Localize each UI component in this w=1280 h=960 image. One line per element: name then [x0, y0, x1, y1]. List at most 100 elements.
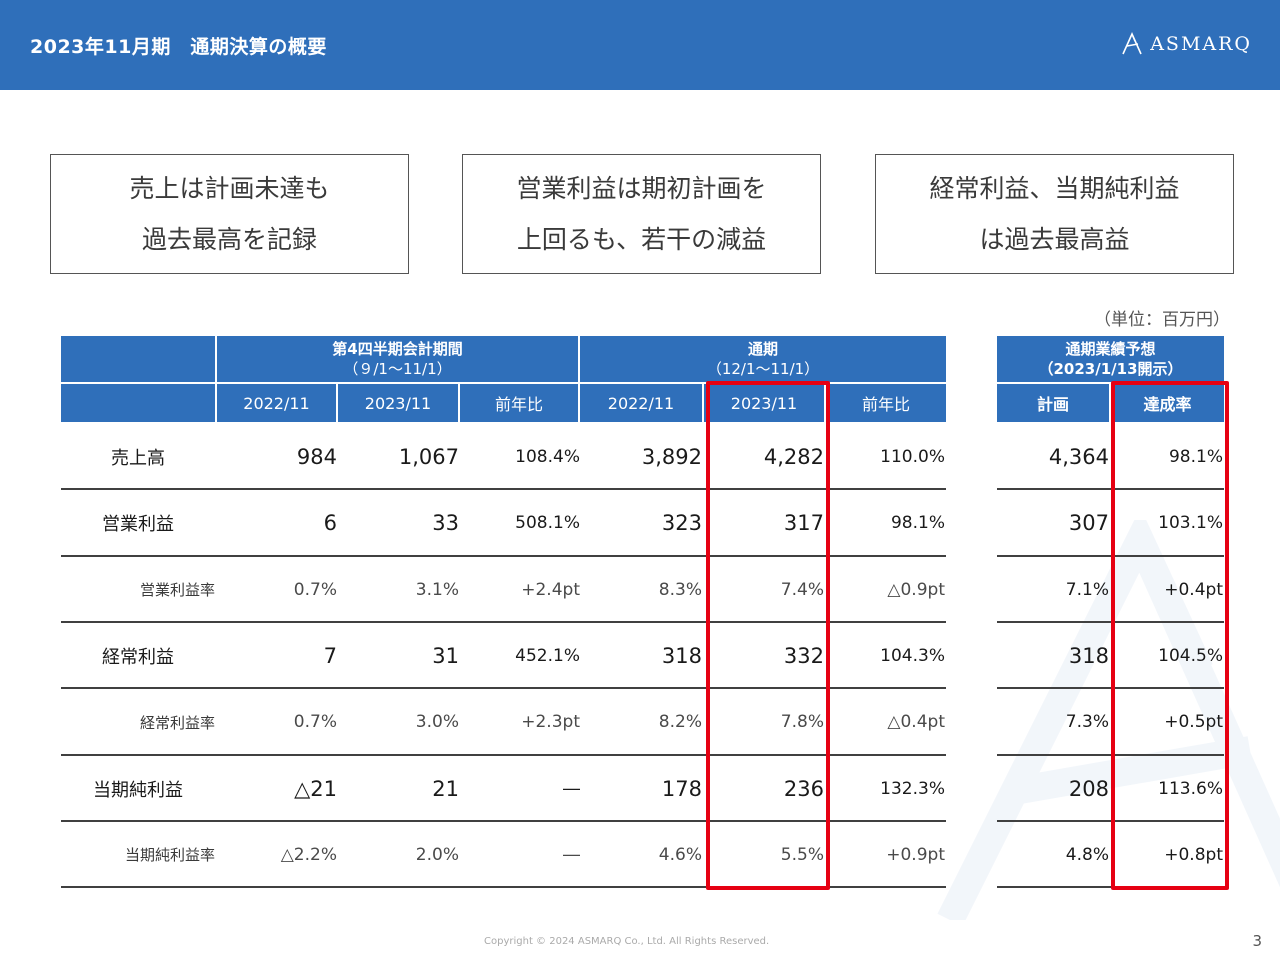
- row-divider: [61, 819, 946, 822]
- table-cell: 108.4%: [515, 447, 580, 467]
- forecast-rate-cell: 113.6%: [1158, 778, 1223, 799]
- row-divider: [61, 886, 946, 889]
- row-divider: [61, 620, 946, 623]
- company-logo: ASMARQ: [1120, 32, 1252, 56]
- table-row: 営業利益 6 33 508.1% 323 317 98.1% 307 103.1%: [0, 490, 1280, 556]
- table-row: 売上高 984 1,067 108.4% 3,892 4,282 110.0% 4,364 98…: [0, 424, 1280, 490]
- table-cell: +2.4pt: [521, 579, 580, 600]
- table-cell: 6: [323, 511, 337, 536]
- row-divider: [997, 753, 1224, 756]
- callout-line: 経常利益、当期純利益: [929, 174, 1180, 203]
- table-cell: 323: [661, 511, 702, 536]
- callout-line: 売上は計画未達も: [129, 174, 330, 203]
- header-bar: 2023年11月期 通期決算の概要 ASMARQ: [0, 0, 1280, 90]
- header-text: （９/1〜11/1）: [343, 360, 452, 378]
- table-cell: 317: [783, 511, 824, 536]
- row-divider: [997, 554, 1224, 557]
- highlight-box-achievement: [1111, 381, 1229, 890]
- header-text: 通期: [747, 340, 778, 358]
- logo-mark-icon: [1122, 32, 1142, 55]
- table-cell: △0.4pt: [887, 712, 945, 733]
- table-cell: 8.2%: [658, 712, 702, 733]
- table-cell: 21: [432, 776, 459, 801]
- table-cell: 332: [783, 643, 824, 668]
- header-forecast: 通期業績予想 （2023/1/13開示）: [997, 336, 1224, 382]
- callout-line: 過去最高を記録: [141, 225, 317, 254]
- forecast-rate-cell: 104.5%: [1158, 645, 1223, 666]
- table-cell: +0.9pt: [886, 844, 945, 865]
- table-cell: +2.3pt: [521, 712, 580, 733]
- table-cell: 1,067: [398, 445, 459, 469]
- row-label: 営業利益: [102, 514, 174, 536]
- table-cell: △21: [294, 776, 337, 801]
- table-cell: 4.6%: [658, 844, 702, 865]
- table-cell: 178: [661, 776, 702, 801]
- header-q4-period: 第4四半期会計期間 （９/1〜11/1）: [217, 336, 578, 382]
- forecast-plan-cell: 7.3%: [1065, 712, 1109, 733]
- table-cell: 110.0%: [880, 447, 945, 467]
- row-divider: [61, 753, 946, 756]
- row-divider: [997, 819, 1224, 822]
- table-cell: 4,282: [763, 445, 824, 469]
- table-cell: 7: [323, 643, 337, 668]
- forecast-plan-cell: 208: [1068, 776, 1109, 801]
- col-header: 前年比: [460, 384, 578, 422]
- row-label: 経常利益: [102, 646, 174, 668]
- forecast-rate-cell: +0.4pt: [1164, 579, 1223, 600]
- callout-line: は過去最高益: [979, 225, 1130, 254]
- callout-line: 営業利益は期初計画を: [516, 174, 767, 203]
- table-cell: 508.1%: [515, 513, 580, 534]
- col-header: 達成率: [1111, 384, 1224, 422]
- forecast-rate-cell: 103.1%: [1158, 513, 1223, 534]
- header-text: （2023/1/13開示）: [1038, 360, 1183, 378]
- row-divider: [997, 620, 1224, 623]
- callout-operating-profit: 営業利益は期初計画を 上回るも、若干の減益: [462, 154, 821, 274]
- forecast-plan-cell: 318: [1068, 643, 1109, 668]
- table-cell: 0.7%: [293, 579, 337, 600]
- table-cell: 236: [783, 776, 824, 801]
- table-cell: 7.4%: [780, 579, 824, 600]
- row-divider: [61, 687, 946, 690]
- col-header: 計画: [997, 384, 1109, 422]
- table-row: 経常利益 7 31 452.1% 318 332 104.3% 318 104.5%: [0, 623, 1280, 689]
- header-text: 第4四半期会計期間: [332, 340, 463, 358]
- row-divider: [61, 488, 946, 491]
- callout-line: 上回るも、若干の減益: [516, 225, 767, 254]
- header-blank-sub: [61, 384, 215, 422]
- highlight-box-fy2023: [706, 381, 830, 890]
- header-text: （12/1〜11/1）: [706, 360, 820, 378]
- table-cell: 31: [432, 643, 459, 668]
- table-row: 経常利益率 0.7% 3.0% +2.3pt 8.2% 7.8% △0.4pt 7.3% +0.…: [0, 689, 1280, 755]
- table-cell: 3.1%: [415, 579, 459, 600]
- col-header: 2023/11: [704, 384, 824, 422]
- table-row: 当期純利益率 △2.2% 2.0% ― 4.6% 5.5% +0.9pt 4.8% +0.8pt: [0, 822, 1280, 888]
- logo-text: ASMARQ: [1150, 33, 1252, 55]
- page-number: 3: [1252, 932, 1262, 950]
- table-row: 当期純利益 △21 21 ― 178 236 132.3% 208 113.6%: [0, 756, 1280, 822]
- table-cell: △0.9pt: [887, 579, 945, 600]
- callout-ordinary-profit: 経常利益、当期純利益 は過去最高益: [875, 154, 1234, 274]
- table-cell: 98.1%: [890, 513, 945, 534]
- forecast-rate-cell: 98.1%: [1168, 447, 1223, 467]
- copyright: Copyright © 2024 ASMARQ Co., Ltd. All Ri…: [484, 936, 770, 947]
- header-full-year: 通期 （12/1〜11/1）: [580, 336, 946, 382]
- col-header: 前年比: [826, 384, 946, 422]
- table-cell: △2.2%: [280, 844, 337, 865]
- table-row: 営業利益率 0.7% 3.1% +2.4pt 8.3% 7.4% △0.9pt 7.1% +0.…: [0, 557, 1280, 623]
- table-cell: 318: [661, 643, 702, 668]
- table-cell: 8.3%: [658, 579, 702, 600]
- row-label: 経常利益率: [139, 713, 215, 732]
- forecast-plan-cell: 7.1%: [1065, 579, 1109, 600]
- row-label: 売上高: [111, 448, 165, 469]
- table-cell: 3,892: [641, 445, 702, 469]
- forecast-plan-cell: 4.8%: [1065, 844, 1109, 865]
- header-text: 通期業績予想: [1065, 340, 1156, 358]
- row-label: 営業利益率: [139, 581, 215, 600]
- forecast-plan-cell: 307: [1068, 511, 1109, 536]
- row-label: 当期純利益率: [124, 846, 215, 865]
- row-divider: [61, 554, 946, 557]
- table-cell: ―: [563, 778, 580, 799]
- page-title: 2023年11月期 通期決算の概要: [30, 36, 327, 58]
- table-cell: 0.7%: [293, 712, 337, 733]
- row-divider: [997, 687, 1224, 690]
